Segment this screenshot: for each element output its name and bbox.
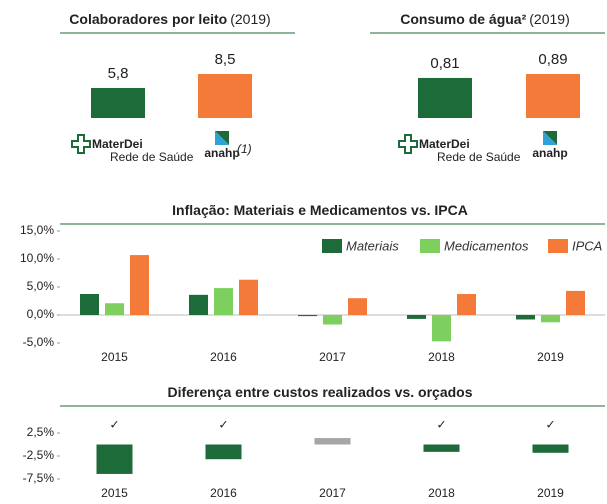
logo-note: (1) bbox=[237, 142, 252, 156]
x-tick-label: 2017 bbox=[319, 486, 346, 500]
logo-cross bbox=[71, 134, 91, 154]
y-tick-label: 10,0% bbox=[20, 251, 54, 265]
x-tick-label: 2016 bbox=[210, 486, 237, 500]
logo-sub: Rede de Saúde bbox=[437, 150, 521, 164]
bar bbox=[205, 444, 242, 460]
bar bbox=[298, 315, 317, 317]
y-tick-label: -5,0% bbox=[23, 335, 55, 349]
x-tick-label: 2017 bbox=[319, 350, 346, 364]
logo-mark2 bbox=[215, 131, 229, 145]
bar bbox=[457, 294, 476, 315]
bar bbox=[214, 288, 233, 315]
bar bbox=[198, 74, 252, 118]
bar bbox=[96, 444, 133, 474]
legend-label: Materiais bbox=[346, 238, 399, 253]
bar bbox=[105, 303, 124, 315]
legend-swatch bbox=[420, 239, 440, 253]
bar bbox=[189, 294, 208, 315]
bar bbox=[323, 315, 342, 325]
bar bbox=[541, 315, 560, 323]
bar bbox=[566, 290, 585, 315]
title-main: Colaboradores por leito bbox=[69, 11, 227, 27]
value-label: 0,81 bbox=[430, 55, 459, 72]
x-tick-label: 2018 bbox=[428, 350, 455, 364]
x-tick-label: 2019 bbox=[537, 350, 564, 364]
x-tick-label: 2015 bbox=[101, 350, 128, 364]
x-tick-label: 2015 bbox=[101, 486, 128, 500]
logo-name: MaterDei bbox=[92, 137, 143, 151]
title-main: Consumo de água² bbox=[400, 11, 526, 27]
bar bbox=[314, 438, 351, 445]
y-tick-label: 0,0% bbox=[27, 307, 55, 321]
legend-swatch bbox=[548, 239, 568, 253]
check-marker: ✓ bbox=[218, 418, 228, 432]
x-tick-label: 2016 bbox=[210, 350, 237, 364]
legend-label: IPCA bbox=[572, 238, 602, 253]
bar bbox=[348, 298, 367, 315]
bar bbox=[91, 87, 145, 118]
bar bbox=[80, 294, 99, 315]
y-tick-label: 2,5% bbox=[27, 425, 55, 439]
bar bbox=[239, 279, 258, 315]
title-main: Diferença entre custos realizados vs. or… bbox=[167, 384, 472, 400]
title-suffix: (2019) bbox=[230, 11, 270, 27]
legend-label: Medicamentos bbox=[444, 238, 529, 253]
y-tick-label: -7,5% bbox=[23, 471, 55, 485]
y-tick-label: 15,0% bbox=[20, 223, 54, 237]
logo-name: MaterDei bbox=[419, 137, 470, 151]
chart-title: Consumo de água² (2019) bbox=[400, 11, 569, 27]
x-tick-label: 2019 bbox=[537, 486, 564, 500]
bar bbox=[532, 444, 569, 453]
legend-swatch bbox=[322, 239, 342, 253]
value-label: 8,5 bbox=[215, 51, 236, 68]
y-tick-label: 5,0% bbox=[27, 279, 55, 293]
bar bbox=[432, 315, 451, 342]
logo-name: anahp bbox=[204, 146, 239, 160]
logo-sub: Rede de Saúde bbox=[110, 150, 194, 164]
check-marker: ✓ bbox=[436, 418, 446, 432]
bar bbox=[516, 315, 535, 320]
bar bbox=[407, 315, 426, 319]
value-label: 0,89 bbox=[538, 51, 567, 68]
chart-title: Inflação: Materiais e Medicamentos vs. I… bbox=[172, 202, 468, 218]
check-marker: ✓ bbox=[109, 418, 119, 432]
check-marker: ✓ bbox=[545, 418, 555, 432]
x-tick-label: 2018 bbox=[428, 486, 455, 500]
bar bbox=[130, 255, 149, 315]
chart-title: Colaboradores por leito (2019) bbox=[69, 11, 270, 27]
y-tick-label: -2,5% bbox=[23, 448, 55, 462]
bar bbox=[418, 77, 472, 118]
title-suffix: (2019) bbox=[529, 11, 569, 27]
bar bbox=[526, 74, 580, 118]
title-main: Inflação: Materiais e Medicamentos vs. I… bbox=[172, 202, 468, 218]
logo-name: anahp bbox=[532, 146, 567, 160]
value-label: 5,8 bbox=[108, 65, 129, 82]
logo-cross bbox=[398, 134, 418, 154]
bar bbox=[423, 444, 460, 452]
logo-mark2 bbox=[543, 131, 557, 145]
chart-title: Diferença entre custos realizados vs. or… bbox=[167, 384, 472, 400]
